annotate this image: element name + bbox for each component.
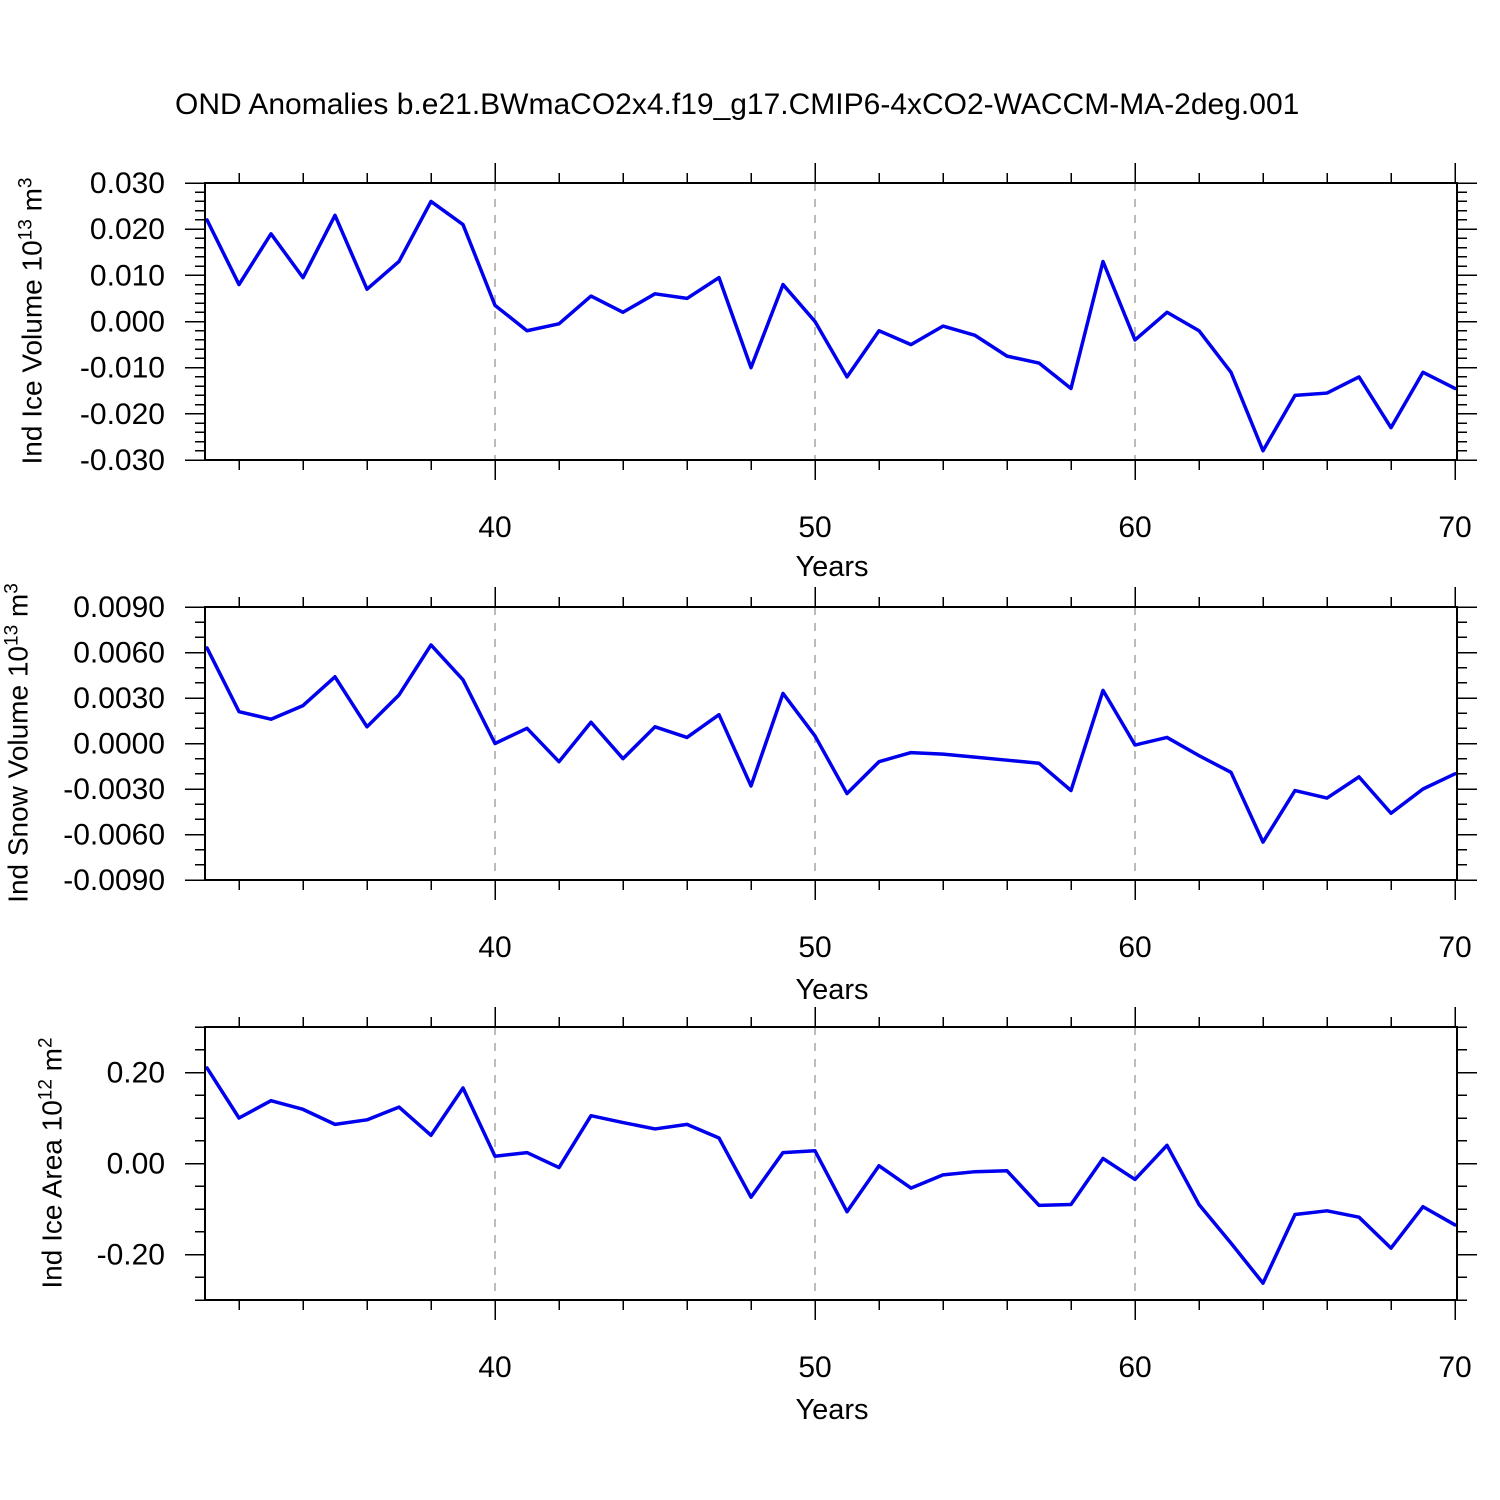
x-tick-label: 40 [478,931,511,964]
y-tick-label: -0.010 [80,352,165,385]
y-tick-label: 0.0030 [73,682,165,715]
y-tick-label: 0.010 [90,259,165,292]
chart-ind-ice-area: 0.20 0.00 -0.20 40 50 60 70 [97,1007,1477,1384]
x-tick-label: 70 [1438,1351,1471,1384]
x-tick-label: 40 [478,1351,511,1384]
x-tick-label: 50 [798,511,831,544]
plot-frame [204,606,1458,881]
x-tick-label: 60 [1118,1351,1151,1384]
data-line-ind-snow-volume [205,643,1457,844]
y-tick-label: 0.0000 [73,728,165,761]
x-axis-title-years-middle: Years [795,974,869,1006]
y-tick-label: 0.00 [107,1148,165,1181]
x-tick-label: 60 [1118,931,1151,964]
chart-ind-snow-volume: 0.0090 0.0060 0.0030 0.0000 -0.0030 -0.0060 -0… [63,587,1477,964]
x-tick-label: 70 [1438,931,1471,964]
y-tick-label: 0.0090 [73,591,165,624]
y-tick-label: 0.000 [90,306,165,339]
y-tick-label: -0.0060 [63,819,165,852]
chart-ind-ice-volume: 0.030 0.020 0.010 0.000 -0.010 -0.020 -0.030 40… [80,163,1477,544]
x-axis-title-years-top: Years [795,551,869,583]
y-tick-label: -0.0030 [63,773,165,806]
plot-frame [204,182,1458,461]
y-tick-label: -0.0090 [63,864,165,897]
x-tick-label: 50 [798,1351,831,1384]
x-tick-label: 70 [1438,511,1471,544]
x-tick-label: 60 [1118,511,1151,544]
data-line-ind-ice-volume [205,199,1457,453]
plot-frame [204,1026,1458,1301]
y-tick-label: 0.030 [90,167,165,200]
y-tick-label: 0.0060 [73,637,165,670]
y-tick-label: 0.20 [107,1057,165,1090]
figure-title: OND Anomalies b.e21.BWmaCO2x4.f19_g17.CM… [175,88,1300,121]
x-tick-label: 50 [798,931,831,964]
y-tick-label: 0.020 [90,213,165,246]
y-tick-label: -0.20 [97,1239,165,1272]
y-tick-label: -0.030 [80,444,165,477]
data-line-ind-ice-area [205,1066,1457,1285]
x-tick-label: 40 [478,511,511,544]
x-axis-title-years-bottom: Years [795,1394,869,1426]
y-tick-label: -0.020 [80,398,165,431]
